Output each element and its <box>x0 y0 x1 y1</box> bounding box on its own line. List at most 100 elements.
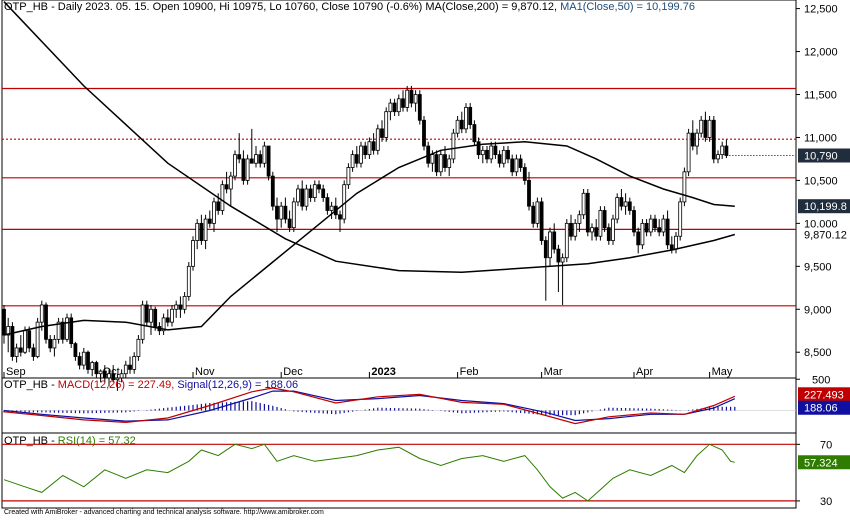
candle-down <box>237 154 242 160</box>
candle-up <box>564 222 569 259</box>
price-pane: 8,500 9,000 9,500 10,000 10,500 11,000 11,500 1… <box>1 0 850 391</box>
price-pane-header: OTP_HB - Daily 2023. 05. 15. Open 10900,… <box>4 1 695 13</box>
signal-header-label: Signal(12,26,9) = 188.06 <box>177 379 299 391</box>
rsi-pane: 30 70 57.324 <box>1 432 850 509</box>
rsi-value-badge-box <box>798 455 850 470</box>
ma50-line <box>3 141 735 336</box>
candle-up <box>170 308 174 323</box>
candle-up <box>212 201 216 224</box>
candle-down <box>539 201 544 241</box>
price-y-tick-label: 10,500 <box>804 175 838 187</box>
candle-down <box>338 214 342 220</box>
candle-down <box>258 154 263 164</box>
candle-down <box>657 227 662 233</box>
candle-down <box>94 362 99 375</box>
candle-up <box>707 119 712 138</box>
candle-up <box>581 192 586 216</box>
candle-up <box>405 89 410 108</box>
macd-line <box>3 387 736 425</box>
candle-up <box>674 235 678 250</box>
candle-up <box>195 222 200 241</box>
candle-down <box>283 205 288 220</box>
candle-up <box>174 304 179 310</box>
candle-up <box>682 171 687 203</box>
candle-down <box>300 188 305 207</box>
month-label: Nov <box>195 366 215 378</box>
candle-up <box>23 330 27 353</box>
candle-up <box>615 197 620 220</box>
rsi-y-tick-label: 30 <box>820 496 832 508</box>
candle-down <box>2 308 6 336</box>
candle-down <box>165 317 170 323</box>
candle-down <box>493 145 498 156</box>
candle-down <box>506 149 510 160</box>
rsi-plot-frame <box>1 432 797 509</box>
candle-up <box>640 222 645 246</box>
candle-up <box>296 188 300 203</box>
price-y-tick-label: 11,500 <box>804 90 837 102</box>
candle-down <box>690 132 695 147</box>
candle-down <box>325 197 330 211</box>
candle-up <box>65 317 69 340</box>
month-label: Sep <box>6 366 26 378</box>
candle-up <box>480 149 485 156</box>
rsi-header-label: RSI(14) = 57.32 <box>57 435 136 447</box>
candle-up <box>81 351 86 366</box>
candle-down <box>128 364 132 370</box>
month-label: Dec <box>283 366 303 378</box>
candle-up <box>132 356 137 370</box>
signal-value-badge-box <box>798 400 850 415</box>
candle-down <box>31 347 36 357</box>
signal-line <box>3 390 736 422</box>
candle-down <box>527 180 531 207</box>
month-label: 2023 <box>371 366 395 378</box>
candle-down <box>249 158 254 164</box>
candle-up <box>346 167 351 186</box>
close-value-badge-box <box>798 148 850 163</box>
candle-up <box>136 338 141 357</box>
candle-up <box>514 158 519 173</box>
candle-up <box>98 370 103 375</box>
candle-down <box>86 351 90 370</box>
candle-up <box>149 308 153 323</box>
candle-up <box>186 265 191 297</box>
candle-down <box>619 197 624 207</box>
macd-header-label: MACD(12,26) = 227.49, <box>57 379 178 391</box>
candle-down <box>69 317 74 345</box>
candle-down <box>44 304 48 340</box>
candle-up <box>590 227 594 233</box>
macd-y-tick-label: 500 <box>812 374 830 386</box>
candle-down <box>602 210 607 229</box>
candle-up <box>161 317 166 332</box>
candle-down <box>632 210 636 233</box>
candle-up <box>140 304 145 340</box>
candle-up <box>375 128 380 151</box>
macd-header-prefix: OTP_HB - <box>4 379 58 391</box>
candle-up <box>254 154 258 164</box>
candle-up <box>720 145 725 156</box>
candle-down <box>380 128 384 138</box>
candle-up <box>39 304 44 323</box>
candle-up <box>447 158 452 168</box>
candle-down <box>522 167 527 181</box>
rsi-y-tick-label: 70 <box>820 439 832 451</box>
close-value-badge-text: 10,790 <box>804 150 838 162</box>
candle-up <box>501 149 506 164</box>
candle-up <box>384 111 389 138</box>
candle-up <box>329 205 334 211</box>
ma200-value-badge-text: 9,870.12 <box>804 230 847 242</box>
candle-down <box>308 188 313 198</box>
candle-down <box>472 124 477 143</box>
candle-down <box>434 154 439 173</box>
candle-up <box>35 321 40 357</box>
candle-up <box>455 119 460 134</box>
candle-up <box>648 218 653 233</box>
candle-down <box>18 347 23 353</box>
candle-down <box>569 222 573 237</box>
candle-down <box>153 308 158 327</box>
month-label: Oct <box>103 366 120 378</box>
candle-down <box>266 145 271 177</box>
candle-up <box>430 154 435 164</box>
candle-down <box>363 145 368 156</box>
